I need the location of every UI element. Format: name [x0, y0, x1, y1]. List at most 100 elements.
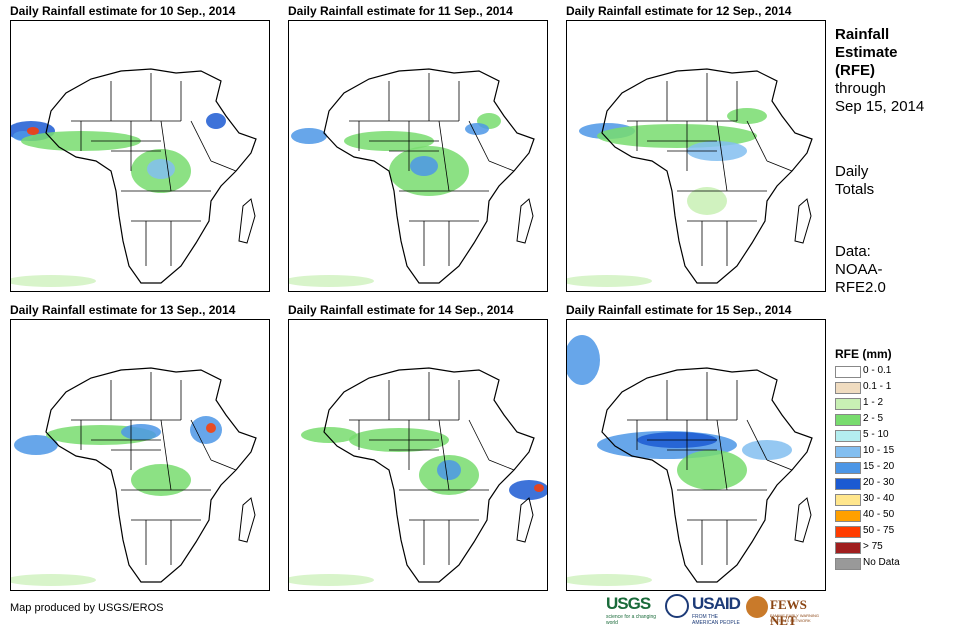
rainfall-area	[289, 574, 374, 586]
rainfall-area	[301, 427, 357, 443]
through-label: through	[835, 80, 886, 97]
legend-item: > 75	[835, 540, 935, 556]
country-border	[488, 459, 515, 471]
data-line: RFE2.0	[835, 279, 886, 296]
title-line: Estimate	[835, 44, 898, 61]
legend-item: 0 - 0.1	[835, 364, 935, 380]
map-canvas	[289, 68, 535, 287]
map-canvas	[289, 367, 547, 586]
country-border	[160, 120, 172, 192]
legend-item: 20 - 30	[835, 476, 935, 492]
legend-label: 5 - 10	[863, 429, 889, 440]
usaid-logo: USAID FROM THE AMERICAN PEOPLE	[692, 594, 744, 626]
legend-title: RFE (mm)	[835, 347, 892, 361]
usaid-seal-icon	[665, 594, 689, 618]
data-line: NOAA-	[835, 261, 883, 278]
legend-item: 1 - 2	[835, 396, 935, 412]
legend-item: 50 - 75	[835, 524, 935, 540]
country-border	[766, 160, 793, 172]
africa-coastline	[323, 367, 535, 583]
rainfall-area	[206, 113, 226, 129]
credit-text: Map produced by USGS/EROS	[10, 602, 164, 614]
rainfall-area	[11, 275, 96, 287]
legend-item: No Data	[835, 556, 935, 572]
country-border	[468, 419, 490, 461]
fewsnet-logo: FEWS NET FAMINE EARLY WARNING SYSTEMS NE…	[746, 594, 826, 628]
sidebar-title: Rainfall Estimate (RFE) through Sep 15, …	[835, 26, 924, 116]
country-border	[190, 120, 212, 162]
data-source-note: Data: NOAA- RFE2.0	[835, 243, 886, 297]
title-line: (RFE)	[835, 62, 875, 79]
map-canvas	[11, 68, 257, 287]
legend-item: 2 - 5	[835, 412, 935, 428]
rainfall-area	[131, 464, 191, 496]
rainfall-area	[567, 574, 652, 586]
data-line: Data:	[835, 243, 871, 260]
legend-swatch	[835, 414, 861, 426]
legend-label: 30 - 40	[863, 493, 895, 504]
panel-title: Daily Rainfall estimate for 13 Sep., 201…	[10, 303, 236, 317]
legend-swatch	[835, 558, 861, 570]
madagascar-outline	[794, 198, 812, 244]
africa-coastline	[45, 68, 257, 284]
country-border	[438, 120, 450, 192]
africa-coastline	[323, 68, 535, 284]
legend-swatch	[835, 446, 861, 458]
country-border	[210, 459, 237, 471]
rainfall-map	[566, 319, 826, 591]
usaid-logo-tagline: FROM THE AMERICAN PEOPLE	[692, 614, 740, 626]
usgs-logo-text: USGS	[606, 594, 651, 613]
legend-label: 20 - 30	[863, 477, 895, 488]
legend-swatch	[835, 462, 861, 474]
through-date: Sep 15, 2014	[835, 98, 925, 115]
rainfall-map	[288, 20, 548, 292]
legend-swatch	[835, 430, 861, 442]
legend-swatch	[835, 382, 861, 394]
africa-coastline	[601, 367, 813, 583]
rainfall-area	[11, 574, 96, 586]
rainfall-area	[291, 128, 327, 144]
legend-swatch	[835, 526, 861, 538]
rainfall-area	[289, 275, 374, 287]
country-border	[468, 120, 490, 162]
rainfall-map	[288, 319, 548, 591]
map-canvas	[567, 68, 813, 287]
fewsnet-globe-icon	[746, 596, 768, 618]
rainfall-area	[677, 450, 747, 490]
usgs-logo-tagline: science for a changing world	[606, 614, 657, 626]
panel-title: Daily Rainfall estimate for 14 Sep., 201…	[288, 303, 514, 317]
rainfall-area	[121, 424, 161, 440]
rainfall-area	[190, 416, 222, 444]
madagascar-outline	[516, 198, 534, 244]
rainfall-area	[14, 435, 58, 455]
legend-label: 0.1 - 1	[863, 381, 892, 392]
legend-label: 2 - 5	[863, 413, 884, 424]
legend-swatch	[835, 366, 861, 378]
legend-swatch	[835, 494, 861, 506]
country-border	[716, 120, 728, 192]
country-border	[488, 160, 515, 172]
fewsnet-logo-text: FEWS NET	[770, 597, 807, 628]
legend-item: 15 - 20	[835, 460, 935, 476]
legend-label: 15 - 20	[863, 461, 895, 472]
legend-label: 10 - 15	[863, 445, 895, 456]
legend-swatch	[835, 510, 861, 522]
panel-title: Daily Rainfall estimate for 12 Sep., 201…	[566, 4, 792, 18]
totals-note: Daily Totals	[835, 163, 874, 199]
panel-title: Daily Rainfall estimate for 10 Sep., 201…	[10, 4, 236, 18]
madagascar-outline	[238, 198, 256, 244]
fewsnet-logo-tagline: FAMINE EARLY WARNING SYSTEMS NETWORK	[770, 613, 820, 623]
rainfall-map	[10, 319, 270, 591]
africa-coastline	[45, 367, 257, 583]
usaid-logo-text: USAID	[692, 594, 741, 613]
country-border	[746, 120, 768, 162]
legend-item: 40 - 50	[835, 508, 935, 524]
country-border	[746, 419, 768, 461]
legend-label: > 75	[863, 541, 883, 552]
totals-line: Daily	[835, 163, 869, 180]
legend-swatch	[835, 542, 861, 554]
rainfall-area	[534, 484, 544, 492]
usgs-logo: USGS science for a changing world	[606, 594, 662, 626]
africa-coastline	[601, 68, 813, 284]
country-border	[438, 419, 450, 491]
